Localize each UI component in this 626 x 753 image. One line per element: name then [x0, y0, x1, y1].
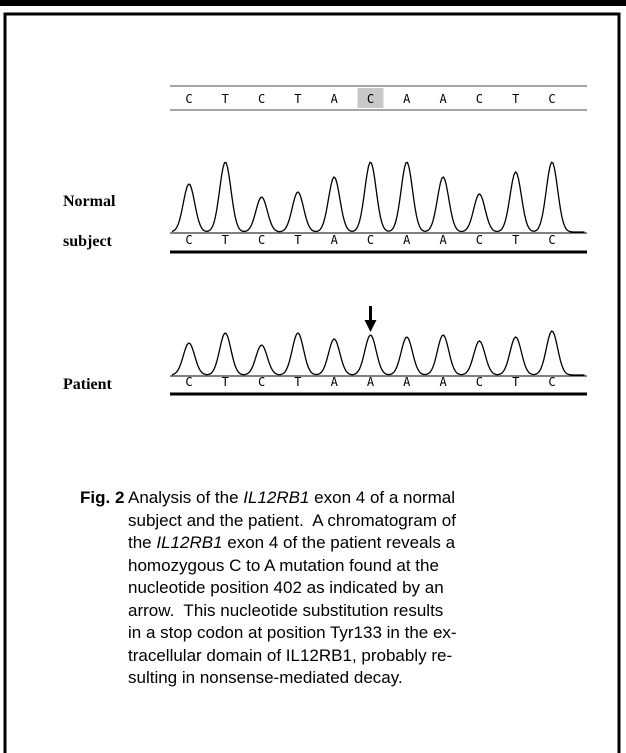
base: T: [512, 375, 519, 389]
base: A: [403, 233, 411, 247]
base: T: [222, 92, 229, 106]
base: T: [222, 375, 229, 389]
base: C: [548, 233, 555, 247]
caption-line: subject and the patient. A chromatogram …: [80, 510, 600, 533]
base: C: [185, 375, 192, 389]
caption-line: in a stop codon at position Tyr133 in th…: [80, 622, 600, 645]
caption-line: nucleotide position 402 as indicated by …: [80, 577, 600, 600]
base: A: [331, 92, 339, 106]
caption-label: Fig. 2: [80, 487, 128, 510]
base: A: [403, 92, 411, 106]
base: A: [403, 375, 411, 389]
base: C: [476, 92, 483, 106]
patient-label: Patient: [63, 376, 113, 393]
base: A: [439, 233, 447, 247]
base: A: [439, 375, 447, 389]
base: C: [185, 233, 192, 247]
base: T: [512, 92, 519, 106]
caption-text: exon 4 of a normal: [309, 488, 455, 507]
caption-text: exon 4 of the patient reveals a: [223, 533, 456, 552]
base: C: [476, 233, 483, 247]
base: A: [367, 375, 375, 389]
patient-trace: [172, 331, 585, 375]
base: C: [258, 375, 265, 389]
caption-line: tracellular domain of IL12RB1, probably …: [80, 645, 600, 668]
base: T: [294, 92, 301, 106]
caption-text: the: [128, 533, 156, 552]
caption-line: arrow. This nucleotide substitution resu…: [80, 600, 600, 623]
base: T: [512, 233, 519, 247]
caption-text: Analysis of the: [128, 488, 243, 507]
caption-line: homozygous C to A mutation found at the: [80, 555, 600, 578]
normal-label: Normal: [63, 193, 116, 210]
base: A: [331, 233, 339, 247]
arrow-head: [365, 320, 377, 332]
gene-name: IL12RB1: [243, 488, 309, 507]
base: C: [367, 92, 374, 106]
normal-trace: [172, 162, 585, 232]
base: C: [367, 233, 374, 247]
base: T: [294, 375, 301, 389]
base: C: [258, 233, 265, 247]
page: Normal subject Patient C T C T A C A A C T C C T C T A C…: [0, 0, 626, 753]
base: A: [331, 375, 339, 389]
base: T: [222, 233, 229, 247]
base: T: [294, 233, 301, 247]
gene-name: IL12RB1: [156, 533, 222, 552]
base: C: [548, 375, 555, 389]
base: C: [258, 92, 265, 106]
caption-line: sulting in nonsense-mediated decay.: [80, 667, 600, 690]
base: A: [439, 92, 447, 106]
top-bar: [0, 0, 626, 6]
base: C: [548, 92, 555, 106]
caption-line: the IL12RB1 exon 4 of the patient reveal…: [80, 532, 600, 555]
base: C: [476, 375, 483, 389]
base: C: [185, 92, 192, 106]
normal-label: subject: [63, 233, 113, 250]
